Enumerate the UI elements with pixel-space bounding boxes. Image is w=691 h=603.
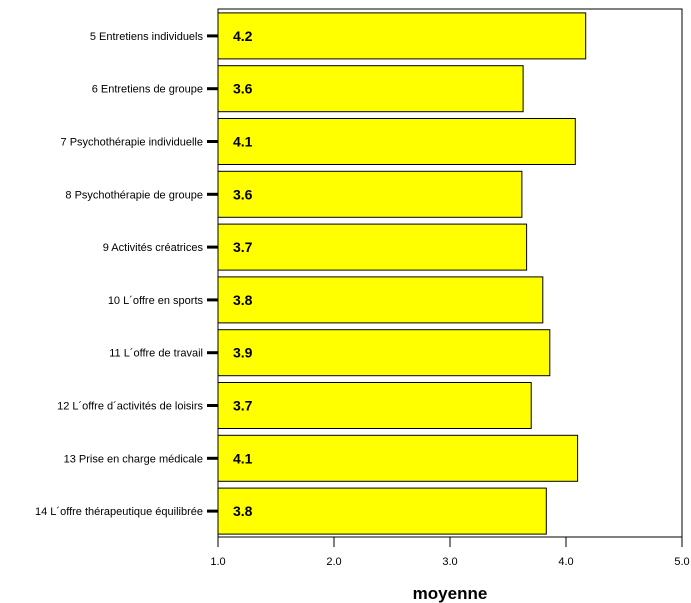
bar <box>217 487 547 535</box>
bar-value-label: 3.8 <box>233 292 253 308</box>
bar <box>217 223 528 271</box>
bar-value-label: 3.9 <box>233 345 253 361</box>
x-tick-label: 2.0 <box>326 556 341 568</box>
x-tick-label: 1.0 <box>210 556 225 568</box>
bar <box>217 276 544 324</box>
x-tick-label: 4.0 <box>558 556 573 568</box>
bar <box>217 329 551 377</box>
bar <box>217 65 524 113</box>
bar-value-label: 4.2 <box>233 28 253 44</box>
bar <box>217 118 576 165</box>
bar-value-label: 4.1 <box>233 450 253 466</box>
bar-value-label: 3.7 <box>233 398 253 414</box>
category-label: 10 L´offre en sports <box>108 295 204 307</box>
category-label: 11 L´offre de travail <box>109 348 203 360</box>
bars-group: 4.2 3.6 4.1 3.6 3.7 3.8 3.9 3.7 4.1 3.8 <box>217 12 587 535</box>
bar-value-label: 3.8 <box>233 503 253 519</box>
category-label: 12 L´offre d´activités de loisirs <box>57 401 203 413</box>
bar <box>217 434 579 482</box>
x-tick-label: 5.0 <box>674 556 689 568</box>
bar-value-label: 3.7 <box>233 239 253 255</box>
category-label: 6 Entretiens de groupe <box>92 84 203 96</box>
category-label: 14 L´offre thérapeutique équilibrée <box>35 506 203 518</box>
y-ticks-group <box>207 34 218 513</box>
bar <box>217 12 587 60</box>
bar-value-label: 3.6 <box>233 186 253 202</box>
category-labels-group: 5 Entretiens individuels 6 Entretiens de … <box>35 31 203 518</box>
x-tick-label: 3.0 <box>442 556 457 568</box>
bar <box>217 170 523 218</box>
category-label: 9 Activités créatrices <box>103 242 204 254</box>
category-label: 7 Psychothérapie individuelle <box>61 137 203 149</box>
bar-value-label: 3.6 <box>233 81 253 97</box>
x-axis-title: moyenne <box>413 584 488 603</box>
x-ticks-group: 1.0 2.0 3.0 4.0 5.0 <box>210 537 690 568</box>
category-label: 8 Psychothérapie de groupe <box>65 189 203 201</box>
category-label: 5 Entretiens individuels <box>90 31 204 43</box>
category-label: 13 Prise en charge médicale <box>64 453 203 465</box>
bar <box>217 382 532 429</box>
bar-value-label: 4.1 <box>233 134 253 150</box>
